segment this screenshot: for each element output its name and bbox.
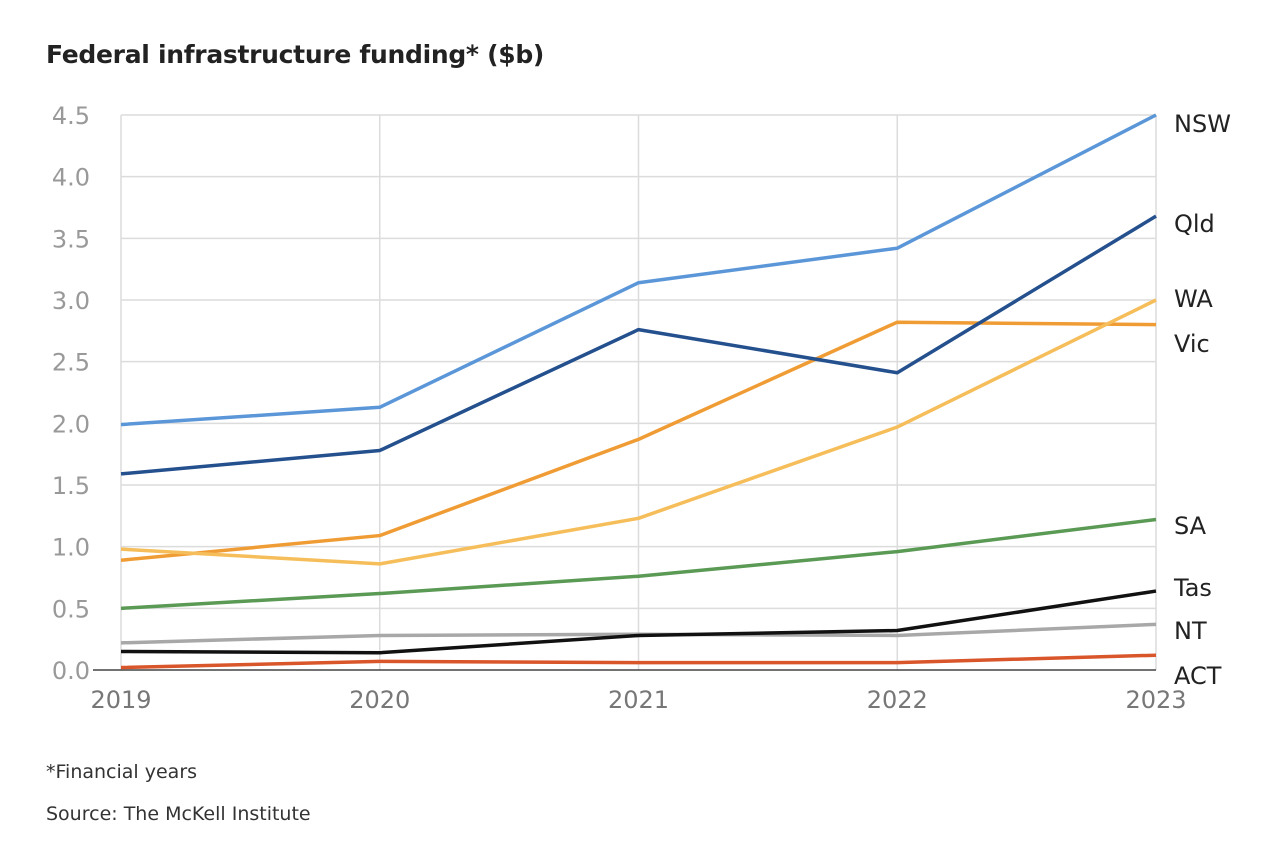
series-label-qld: Qld: [1174, 210, 1215, 238]
series-label-act: ACT: [1174, 662, 1222, 690]
source-note: Source: The McKell Institute: [46, 803, 311, 825]
series-label-tas: Tas: [1173, 574, 1212, 602]
series-label-wa: WA: [1174, 285, 1213, 313]
y-tick-label: 0.5: [52, 595, 90, 623]
x-tick-label: 2023: [1125, 686, 1186, 714]
series-label-nsw: NSW: [1174, 110, 1231, 138]
x-tick-label: 2019: [90, 686, 151, 714]
y-tick-label: 1.0: [52, 534, 90, 562]
y-tick-label: 4.5: [52, 102, 90, 130]
series-label-sa: SA: [1174, 512, 1207, 540]
x-tick-label: 2020: [349, 686, 410, 714]
y-tick-label: 2.0: [52, 410, 90, 438]
y-tick-label: 0.0: [52, 657, 90, 685]
x-tick-label: 2021: [608, 686, 669, 714]
y-tick-label: 1.5: [52, 472, 90, 500]
chart-title: Federal infrastructure funding* ($b): [46, 40, 545, 69]
series-label-nt: NT: [1174, 617, 1207, 645]
series-label-vic: Vic: [1174, 330, 1210, 358]
y-tick-label: 3.0: [52, 287, 90, 315]
y-tick-label: 3.5: [52, 225, 90, 253]
x-tick-label: 2022: [867, 686, 928, 714]
y-tick-label: 4.0: [52, 164, 90, 192]
footnote: *Financial years: [46, 761, 198, 783]
y-tick-label: 2.5: [52, 349, 90, 377]
